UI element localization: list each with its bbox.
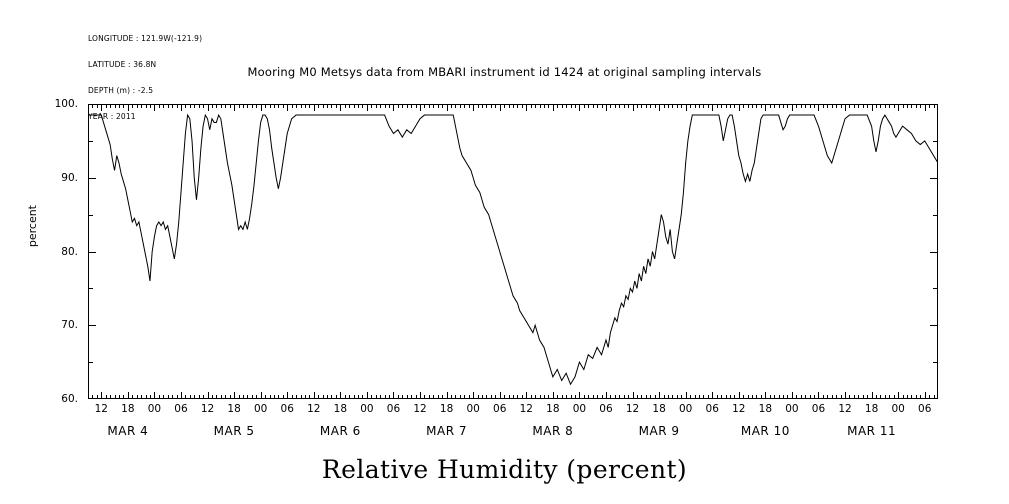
x-date-label: MAR 11 — [847, 424, 897, 438]
x-tick-label: 12 — [200, 403, 215, 415]
x-tick-label: 18 — [758, 403, 773, 415]
x-date-label: MAR 4 — [107, 424, 149, 438]
x-tick-label: 12 — [307, 403, 321, 415]
y-axis-tick-labels: 60. 70. 80. 90. 100. — [0, 0, 88, 504]
y-tick-label: 90. — [61, 171, 78, 184]
x-tick-label: 18 — [864, 403, 879, 415]
x-tick-label: 00 — [572, 403, 587, 415]
x-tick-label: 18 — [333, 403, 348, 415]
x-tick-label: 12 — [519, 403, 533, 415]
x-tick-label: 00 — [466, 403, 480, 415]
x-tick-label: 06 — [918, 403, 932, 415]
x-tick-label: 06 — [811, 403, 826, 415]
x-tick-label: 06 — [174, 403, 188, 415]
axis-tick-marks — [88, 104, 938, 399]
metadata-block: LONGITUDE : 121.9W(-121.9) LATITUDE : 36… — [88, 18, 202, 130]
chart-title: Mooring M0 Metsys data from MBARI instru… — [247, 65, 762, 79]
y-tick-label: 100. — [54, 98, 78, 110]
x-date-label: MAR 8 — [532, 424, 574, 438]
x-tick-label: 00 — [360, 403, 374, 415]
x-tick-label: 12 — [94, 403, 108, 415]
x-tick-label: 12 — [413, 403, 427, 415]
x-tick-label: 06 — [280, 403, 294, 415]
y-tick-label: 80. — [61, 245, 78, 258]
x-date-label: MAR 10 — [740, 424, 790, 438]
x-tick-label: 00 — [253, 403, 268, 415]
x-tick-label: 06 — [386, 403, 401, 415]
figure-caption: Relative Humidity (percent) — [321, 455, 688, 484]
x-tick-label: 00 — [678, 403, 693, 415]
x-date-label: MAR 9 — [638, 424, 680, 438]
x-date-label: MAR 6 — [319, 424, 361, 438]
x-tick-label: 12 — [732, 403, 746, 415]
x-tick-label: 18 — [546, 403, 560, 415]
plot-area — [88, 104, 938, 399]
x-tick-label: 00 — [785, 403, 799, 415]
axis-frame — [88, 104, 938, 399]
metadata-depth: DEPTH (m) : -2.5 — [88, 85, 154, 95]
x-axis-hour-labels: 12 18 00 06 12 18 00 06 12 18 00 06 12 18 00 06 12 18 00 06… — [0, 403, 1009, 419]
metadata-longitude: LONGITUDE : 121.9W(-121.9) — [88, 34, 203, 44]
humidity-data-line — [88, 113, 938, 386]
metadata-year: YEAR : 2011 — [88, 111, 136, 121]
x-axis-date-labels: MAR 4 MAR 5 MAR 6 MAR 7 MAR 8 MAR 9 MAR 10 MAR … — [0, 424, 1009, 444]
x-tick-label: 18 — [652, 403, 666, 415]
x-tick-label: 12 — [838, 403, 852, 415]
x-tick-label: 00 — [147, 403, 162, 415]
y-tick-label: 70. — [61, 319, 78, 332]
x-tick-label: 06 — [599, 403, 613, 415]
x-date-label: MAR 7 — [426, 424, 468, 438]
x-tick-label: 06 — [705, 403, 719, 415]
y-tick-label: 60. — [61, 393, 78, 405]
x-tick-label: 18 — [227, 403, 241, 415]
x-tick-label: 12 — [625, 403, 640, 415]
x-date-label: MAR 5 — [213, 424, 255, 438]
metadata-latitude: LATITUDE : 36.8N — [88, 59, 157, 69]
relative-humidity-line-chart — [88, 104, 938, 399]
x-tick-label: 18 — [121, 403, 135, 415]
x-tick-label: 18 — [439, 403, 454, 415]
x-tick-label: 06 — [493, 403, 507, 415]
x-tick-label: 00 — [891, 403, 905, 415]
